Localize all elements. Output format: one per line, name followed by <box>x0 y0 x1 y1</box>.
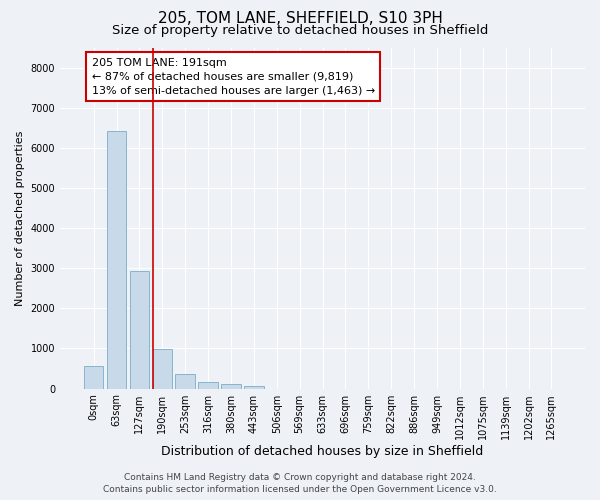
Bar <box>199 382 218 388</box>
Bar <box>130 272 149 388</box>
Bar <box>84 366 103 388</box>
Text: Contains HM Land Registry data © Crown copyright and database right 2024.
Contai: Contains HM Land Registry data © Crown c… <box>103 472 497 494</box>
Text: 205 TOM LANE: 191sqm
← 87% of detached houses are smaller (9,819)
13% of semi-de: 205 TOM LANE: 191sqm ← 87% of detached h… <box>92 58 375 96</box>
Bar <box>107 131 126 388</box>
X-axis label: Distribution of detached houses by size in Sheffield: Distribution of detached houses by size … <box>161 444 484 458</box>
Text: Size of property relative to detached houses in Sheffield: Size of property relative to detached ho… <box>112 24 488 37</box>
Bar <box>221 384 241 388</box>
Text: 205, TOM LANE, SHEFFIELD, S10 3PH: 205, TOM LANE, SHEFFIELD, S10 3PH <box>158 11 442 26</box>
Bar <box>244 386 263 388</box>
Y-axis label: Number of detached properties: Number of detached properties <box>15 130 25 306</box>
Bar <box>152 350 172 389</box>
Bar <box>175 374 195 388</box>
